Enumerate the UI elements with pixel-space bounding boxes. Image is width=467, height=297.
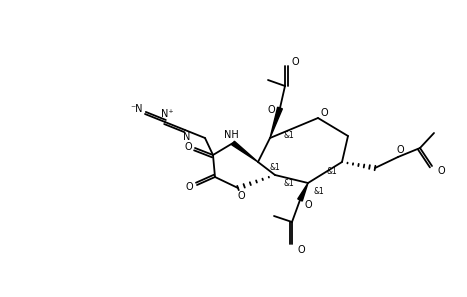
Text: O: O [184, 142, 192, 152]
Text: N⁺: N⁺ [161, 109, 173, 119]
Text: N: N [184, 132, 191, 142]
Text: O: O [237, 191, 245, 201]
Text: O: O [267, 105, 275, 115]
Text: O: O [438, 166, 446, 176]
Text: O: O [304, 200, 312, 210]
Text: O: O [396, 145, 404, 155]
Text: O: O [185, 182, 193, 192]
Polygon shape [270, 107, 283, 138]
Text: &1: &1 [270, 162, 281, 171]
Text: ⁻N: ⁻N [131, 104, 143, 114]
Text: NH: NH [224, 130, 238, 140]
Polygon shape [298, 183, 308, 201]
Text: O: O [297, 245, 304, 255]
Text: &1: &1 [283, 178, 294, 187]
Polygon shape [232, 141, 258, 162]
Text: O: O [291, 57, 298, 67]
Text: &1: &1 [283, 130, 294, 140]
Text: &1: &1 [313, 187, 324, 197]
Text: &1: &1 [326, 167, 337, 176]
Text: O: O [320, 108, 328, 118]
